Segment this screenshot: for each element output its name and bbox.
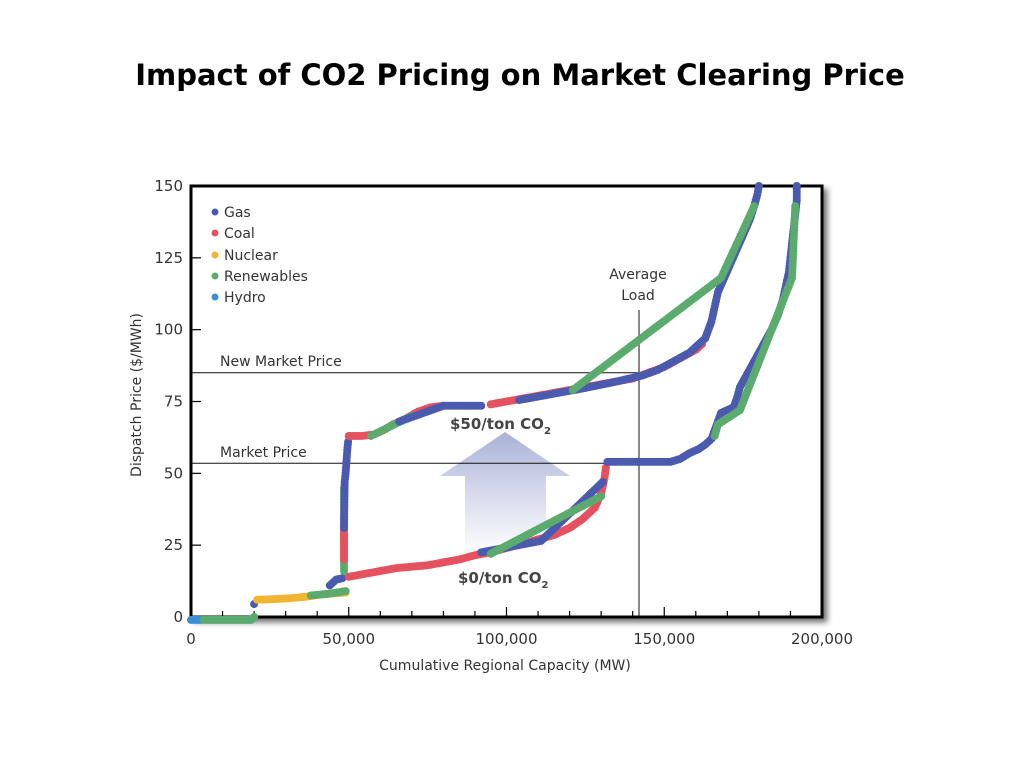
legend-item-renewables: Renewables — [211, 269, 308, 285]
legend-label-renewables: Renewables — [224, 269, 308, 285]
point-gas — [477, 401, 486, 410]
x-tick-label: 50,000 — [323, 630, 376, 648]
scenario-0-text: $0/ton CO — [458, 569, 542, 587]
point-renewables — [597, 492, 606, 501]
y-tick-label: 0 — [173, 608, 183, 626]
legend-marker-gas — [211, 208, 219, 216]
data-points — [187, 182, 801, 624]
legend-item-coal: Coal — [211, 226, 255, 242]
y-tick-label: 25 — [164, 536, 183, 554]
scenario-50-text: $50/ton CO — [450, 415, 544, 433]
legend-marker-hydro — [211, 293, 219, 301]
x-tick-label: 200,000 — [791, 630, 853, 648]
legend-label-hydro: Hydro — [224, 290, 266, 306]
legend-marker-coal — [211, 229, 219, 237]
y-tick-label: 50 — [164, 464, 183, 482]
market-price-label: Market Price — [220, 445, 307, 461]
point-renewables — [250, 613, 259, 621]
legend-label-nuclear: Nuclear — [224, 248, 278, 264]
point-renewables — [341, 587, 350, 596]
point-gas — [338, 574, 347, 583]
legend-label-coal: Coal — [224, 226, 255, 242]
axis-ticks — [190, 185, 823, 618]
scenario-0-subscript: 2 — [542, 580, 549, 591]
point-gas — [792, 182, 801, 190]
slide-title: Impact of CO2 Pricing on Market Clearing… — [135, 58, 905, 92]
x-tick-labels: 0 50,000 100,000 150,000 200,000 — [186, 630, 853, 648]
scenario-50-label: $50/ton CO2 — [450, 415, 551, 437]
point-renewables — [750, 202, 759, 211]
y-tick-label: 100 — [154, 321, 183, 339]
x-tick-label: 0 — [186, 630, 196, 648]
y-axis-title: Dispatch Price ($/MWh) — [129, 313, 145, 477]
x-axis-title: Cumulative Regional Capacity (MW) — [379, 658, 631, 674]
legend-item-gas: Gas — [211, 205, 251, 221]
point-gas — [754, 182, 763, 190]
legend-label-gas: Gas — [224, 205, 251, 221]
y-tick-labels: 0 25 50 75 100 125 150 — [154, 177, 183, 626]
y-tick-label: 150 — [154, 177, 183, 195]
point-renewables — [791, 202, 800, 211]
legend: Gas Coal Nuclear Renewables Hydro — [211, 205, 308, 306]
legend-item-hydro: Hydro — [211, 290, 266, 306]
point-gas — [598, 477, 607, 486]
new-market-price-label: New Market Price — [220, 354, 342, 370]
y-tick-label: 125 — [154, 249, 183, 267]
x-tick-label: 150,000 — [633, 630, 695, 648]
scenario-50-subscript: 2 — [544, 426, 551, 437]
legend-marker-renewables — [211, 272, 219, 280]
legend-marker-nuclear — [211, 251, 219, 259]
x-tick-label: 100,000 — [475, 630, 537, 648]
y-tick-label: 75 — [164, 393, 183, 411]
average-load-label-line1: Average — [609, 267, 667, 283]
legend-item-nuclear: Nuclear — [211, 248, 278, 264]
average-load-label-line2: Load — [621, 288, 655, 304]
scenario-0-label: $0/ton CO2 — [458, 569, 549, 591]
co2-increase-arrow — [440, 432, 570, 555]
